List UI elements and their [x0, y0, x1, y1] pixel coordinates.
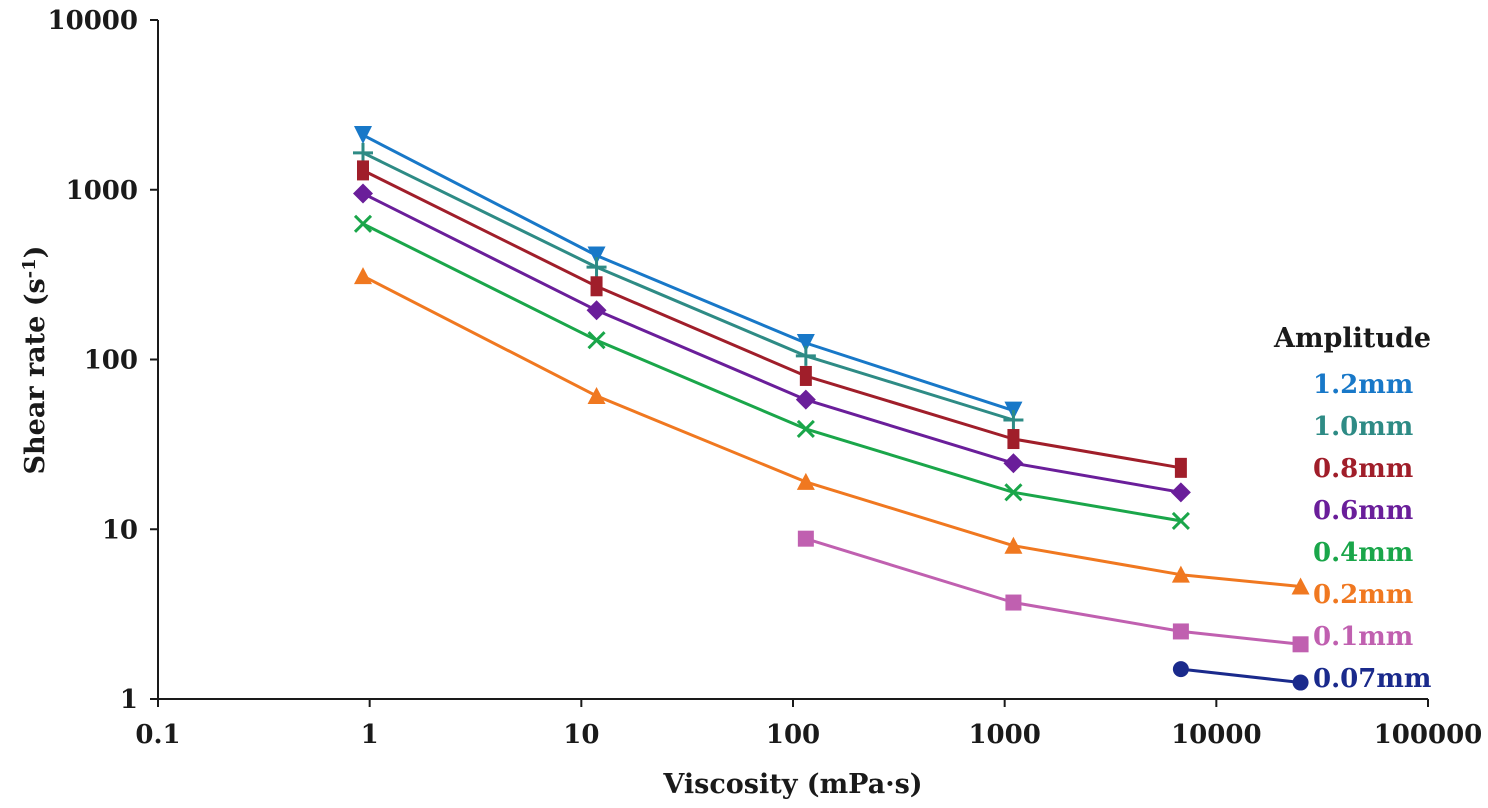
data-point	[1292, 674, 1309, 691]
y-tick-label: 100	[84, 346, 138, 376]
legend-item: 0.4mm	[1313, 538, 1413, 568]
series-line	[362, 133, 1014, 413]
data-point	[1171, 511, 1190, 530]
legend-item: 0.8mm	[1313, 454, 1413, 484]
series-line	[805, 537, 1301, 646]
data-point	[797, 530, 814, 547]
x-tick-label: 100	[766, 720, 820, 750]
data-point	[353, 267, 372, 285]
data-point	[586, 257, 607, 278]
y-tick-label: 1	[120, 685, 138, 715]
legend-item: 0.6mm	[1313, 496, 1413, 526]
y-tick-label: 10000	[48, 6, 138, 36]
data-point	[1292, 636, 1309, 653]
series-line	[362, 222, 1182, 523]
data-point	[796, 419, 815, 438]
data-point	[795, 345, 816, 366]
y-tick-label: 10	[102, 515, 138, 545]
data-point	[353, 126, 372, 145]
legend-item: 0.07mm	[1313, 664, 1431, 694]
data-point	[587, 331, 606, 350]
data-point	[586, 300, 607, 321]
data-point	[1170, 482, 1191, 503]
x-axis-title: Viscosity (mPa·s)	[662, 769, 922, 800]
x-tick-label: 1	[361, 720, 379, 750]
data-point	[1172, 661, 1189, 678]
x-tick-label: 10	[563, 720, 599, 750]
series-line	[1180, 667, 1301, 684]
data-point	[1003, 453, 1024, 474]
axes	[157, 20, 1428, 700]
ticks: 0.1 1 10 100 1000 10000 100000 1 10 100 1000 10000	[48, 6, 1483, 750]
data-point	[799, 365, 812, 386]
data-point	[795, 389, 816, 410]
series-line	[362, 169, 1182, 470]
legend-item: 0.1mm	[1313, 622, 1413, 652]
legend-item: 1.0mm	[1313, 412, 1413, 442]
data-point	[352, 183, 373, 204]
data-point	[352, 142, 373, 163]
data-point	[1291, 577, 1310, 595]
y-axis-title-close: )	[20, 246, 51, 259]
series-line	[362, 274, 1301, 588]
series-line	[362, 151, 1014, 422]
data-point	[1004, 483, 1023, 502]
legend-item: 1.2mm	[1313, 370, 1413, 400]
data-point	[587, 386, 606, 404]
data-point	[356, 160, 369, 181]
y-axis-title-main: Shear rate (s	[20, 278, 51, 474]
x-tick-label: 10000	[1171, 720, 1261, 750]
data-point	[796, 334, 815, 353]
data-point	[1005, 594, 1022, 611]
legend-title: Amplitude	[1273, 323, 1431, 354]
data-point	[1174, 457, 1187, 478]
data-point	[1004, 536, 1023, 554]
data-point	[796, 472, 815, 490]
data-point	[587, 246, 606, 265]
data-point	[1007, 429, 1020, 450]
data-point	[1172, 623, 1189, 640]
x-tick-label: 100000	[1374, 720, 1483, 750]
series-lines	[362, 133, 1301, 684]
legend: Amplitude 1.2mm 1.0mm 0.8mm 0.6mm 0.4mm 0.2mm…	[1273, 323, 1431, 694]
x-tick-label: 0.1	[135, 720, 180, 750]
x-tick-label: 1000	[968, 720, 1040, 750]
data-point	[590, 276, 603, 297]
legend-item: 0.2mm	[1313, 580, 1413, 610]
data-point	[1171, 565, 1190, 583]
y-tick-label: 1000	[66, 176, 138, 206]
y-axis-title: Shear rate (s-1)	[19, 246, 51, 475]
series-markers	[352, 126, 1310, 691]
data-point	[353, 214, 373, 233]
data-point	[1003, 410, 1024, 431]
y-axis-title-sup: -1	[19, 258, 40, 278]
